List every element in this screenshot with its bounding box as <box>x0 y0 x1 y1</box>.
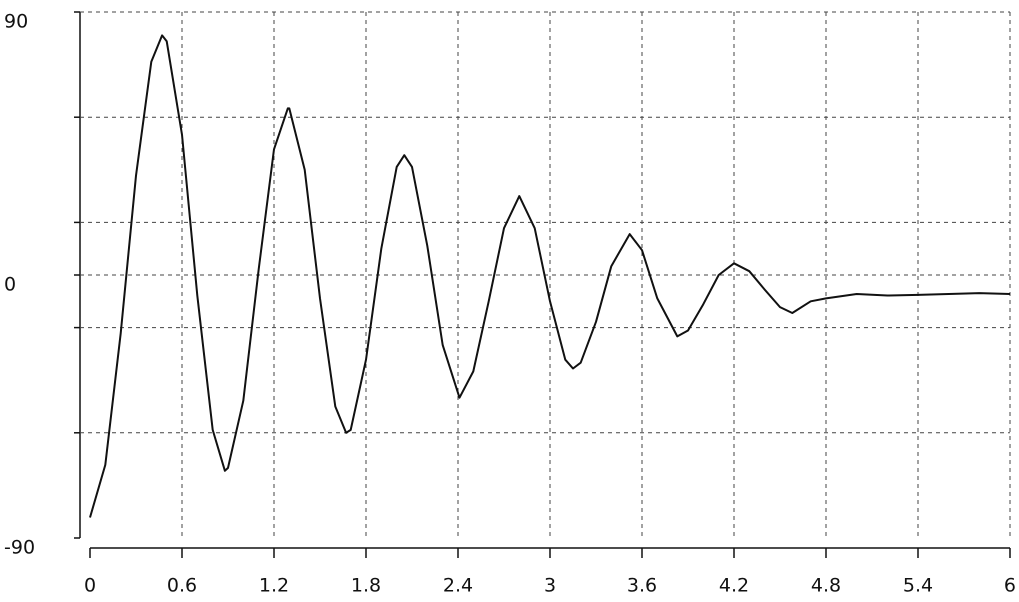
x-tick-label: 5.4 <box>903 575 933 597</box>
data-line <box>89 34 1011 518</box>
y-tick-label: 0 <box>4 274 16 296</box>
y-tick-label: 90 <box>4 11 28 33</box>
x-tick-label: 1.8 <box>351 575 381 597</box>
x-tick-label: 1.2 <box>259 575 289 597</box>
x-tick-label: 4.8 <box>811 575 841 597</box>
x-tick-label: 4.2 <box>719 575 749 597</box>
x-tick-label: 6 <box>1004 575 1016 597</box>
x-tick-label: 2.4 <box>443 575 473 597</box>
x-tick-label: 0.6 <box>167 575 197 597</box>
y-tick-label: -90 <box>4 537 35 559</box>
x-tick-label: 3 <box>544 575 556 597</box>
x-tick-label: 0 <box>84 575 96 597</box>
x-tick-label: 3.6 <box>627 575 657 597</box>
